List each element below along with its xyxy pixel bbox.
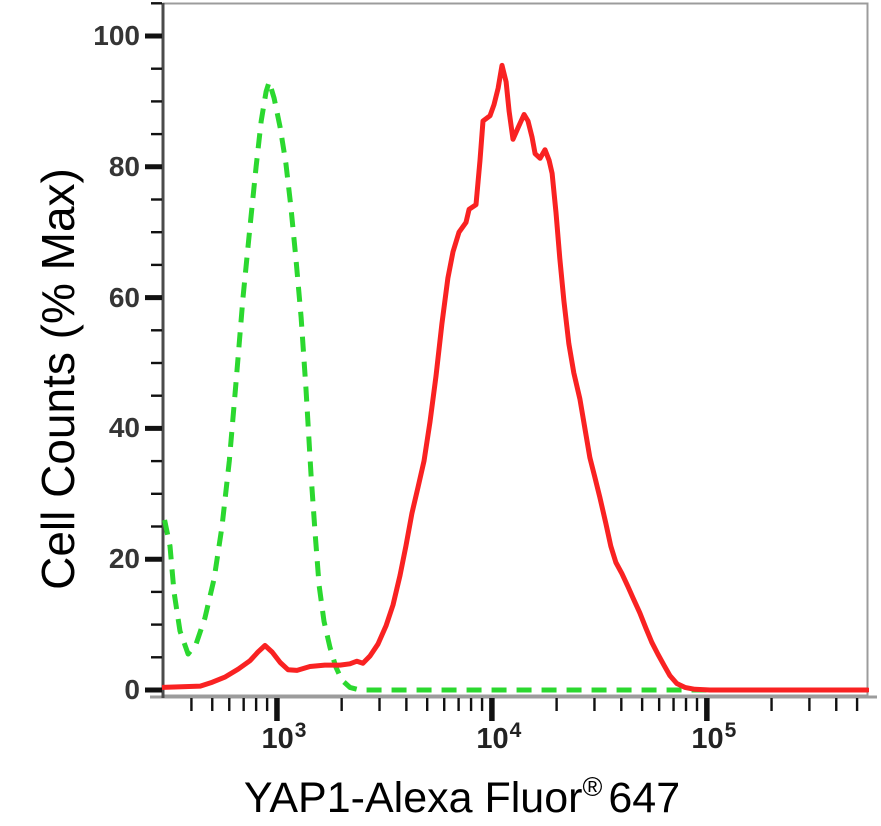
plot-frame [162, 2, 869, 697]
x-tick-exponent: 4 [509, 719, 522, 742]
y-tick-label-60: 60 [108, 281, 140, 313]
x-axis-title: YAP1-Alexa Fluor® 647 [162, 772, 762, 823]
x-tick-label-1e3: 103 [249, 716, 319, 754]
y-axis-title: Cell Counts (% Max) [32, 168, 84, 590]
x-axis-title-main: YAP1-Alexa Fluor [243, 774, 583, 822]
y-tick-label-80: 80 [108, 150, 140, 182]
y-tick-label-0: 0 [124, 674, 140, 705]
y-tick-label-100: 100 [93, 20, 140, 51]
x-axis-title-suffix: 647 [608, 774, 681, 822]
x-tick-base: 10 [476, 723, 509, 755]
x-tick-exponent: 5 [724, 719, 737, 742]
registered-trademark-symbol: ® [582, 772, 603, 802]
y-tick-label-20: 20 [108, 543, 140, 575]
x-tick-exponent: 3 [294, 719, 307, 742]
curve-green-dashed-control [162, 79, 868, 693]
x-tick-label-1e5: 105 [679, 716, 749, 754]
x-tick-base: 10 [691, 723, 724, 755]
curve-red-solid-stained [162, 62, 869, 693]
x-tick-base: 10 [261, 723, 294, 755]
x-tick-label-1e4: 104 [464, 716, 534, 754]
y-tick-label-40: 40 [108, 412, 140, 444]
